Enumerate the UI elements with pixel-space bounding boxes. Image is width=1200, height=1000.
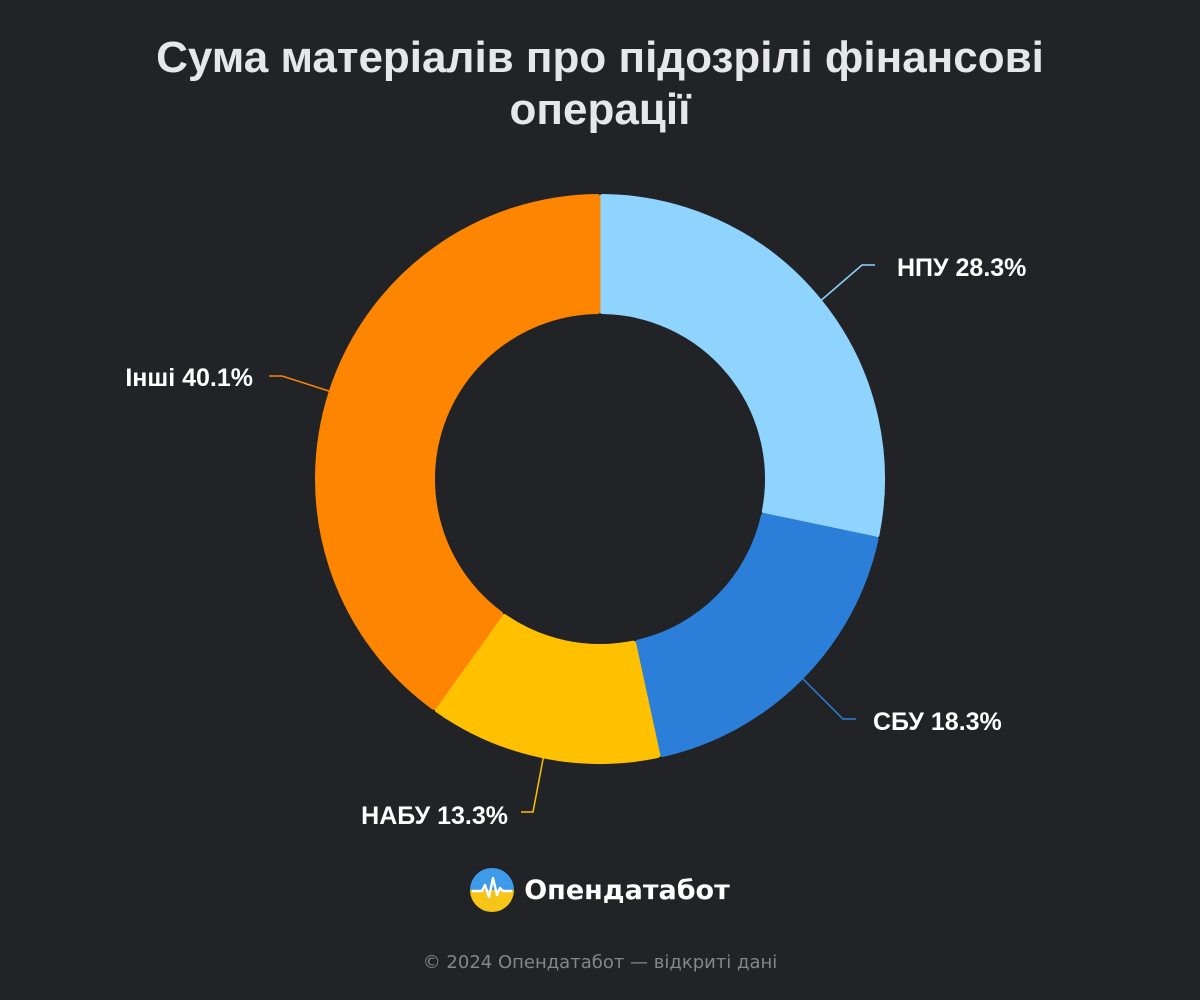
donut-slice [315, 194, 601, 710]
slice-label: СБУ 18.3% [873, 708, 1002, 736]
brand-name: Опендатабот [524, 874, 730, 906]
label-leader-lines [269, 264, 875, 813]
slice-label: НАБУ 13.3% [361, 802, 508, 830]
slice-label: Інші 40.1% [125, 364, 253, 392]
chart-title: Сума матеріалів про підозрілі фінансові … [156, 33, 1044, 134]
donut-slices [315, 194, 885, 764]
leader-line [269, 375, 333, 393]
leader-line [521, 753, 545, 813]
opendatabot-logo-icon [470, 868, 515, 912]
leader-line [799, 675, 856, 720]
donut-slice [434, 613, 661, 764]
donut-slice [599, 194, 885, 538]
donut-slice [635, 513, 879, 758]
leader-line [817, 264, 875, 304]
slice-labels: НПУ 28.3% СБУ 18.3% НАБУ 13.3% Інші 40.1% [125, 254, 1026, 830]
slice-label: НПУ 28.3% [897, 254, 1026, 282]
footer-copyright: © 2024 Опендатабот — відкриті дані [422, 952, 778, 973]
brand: Опендатабот [0, 868, 1200, 912]
